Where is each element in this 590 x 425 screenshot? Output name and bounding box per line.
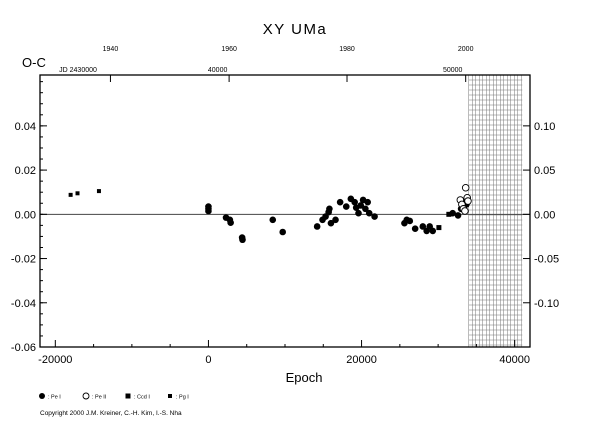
right-tick-label: -0.05 [534, 254, 559, 266]
legend-marker-open-circle [82, 392, 90, 400]
axis-tick-labels: -20000 0 20000 40000 -0.06 -0.04 -0.02 0.00 0.02… [11, 46, 559, 366]
y-tick-label: -0.04 [11, 298, 36, 310]
point-pe-i [355, 209, 362, 217]
y-tick-label: 0.02 [15, 165, 36, 177]
point-ccd-i [446, 211, 452, 217]
right-tick-label: 0.05 [534, 165, 555, 177]
legend: : Pe I : Pe II : Ccd I : Pg I [39, 392, 189, 401]
x-axis-label: Epoch [286, 370, 323, 385]
x-tick-label: 20000 [346, 354, 377, 366]
x-tick-label: -20000 [38, 354, 72, 366]
legend-marker-filled-circle [39, 393, 45, 399]
axis-ticks [40, 75, 530, 348]
point-pe-ii [461, 207, 469, 215]
jd-tick-label: JD 2430000 [59, 67, 97, 74]
point-pe-i [357, 202, 365, 209]
y-axis-label: O-C [22, 55, 46, 70]
legend-label: : Pe II [92, 395, 107, 401]
point-pe-i [411, 225, 419, 232]
point-pe-i [332, 216, 339, 224]
point-pe-i [365, 209, 373, 217]
point-pe-i [454, 212, 462, 219]
point-pe-ii [464, 197, 472, 205]
point-pe-i [419, 223, 427, 230]
year-tick-label: 2000 [458, 46, 474, 53]
point-pe-i [371, 213, 378, 220]
legend-marker-small-square [168, 394, 172, 398]
point-pe-ii [461, 184, 470, 192]
point-pe-i [313, 223, 321, 230]
legend-label: : Ccd I [134, 395, 150, 401]
hatched-region [468, 74, 523, 347]
point-pe-i [351, 198, 358, 206]
point-pe-i [326, 205, 333, 213]
point-pe-i [239, 236, 246, 244]
legend-marker-square [125, 393, 131, 399]
point-pe-i [205, 207, 212, 215]
year-tick-label: 1940 [103, 46, 119, 53]
y-tick-label: 0.00 [15, 209, 36, 221]
point-ccd-i [436, 225, 442, 231]
point-pe-i [429, 227, 437, 235]
point-pe-i [279, 228, 287, 236]
point-pe-i [406, 217, 414, 225]
x-tick-label: 0 [205, 354, 211, 366]
point-pe-i [327, 219, 335, 227]
point-pe-i [336, 198, 344, 206]
point-pg-i [75, 191, 80, 196]
year-tick-label: 1980 [339, 46, 355, 53]
point-pg-i [96, 189, 101, 194]
point-pe-i [342, 203, 350, 210]
year-tick-label: 1960 [221, 46, 237, 53]
y-tick-label: 0.04 [15, 121, 36, 133]
right-tick-label: -0.10 [534, 298, 559, 310]
plot-frame [39, 74, 531, 348]
point-pe-i [364, 198, 371, 206]
point-pe-i [269, 216, 277, 224]
jd-tick-label: 40000 [208, 67, 228, 74]
x-tick-label: 40000 [499, 354, 530, 366]
jd-tick-label: 50000 [443, 67, 463, 74]
point-pe-i [227, 219, 234, 227]
legend-label: : Pe I [48, 395, 61, 401]
chart-title: XY UMa [263, 21, 328, 38]
right-tick-label: 0.00 [534, 209, 555, 221]
right-tick-label: 0.10 [534, 121, 555, 133]
y-tick-label: -0.02 [11, 254, 36, 266]
point-pe-i [362, 205, 369, 213]
point-pg-i [68, 192, 73, 197]
data-points [68, 184, 472, 244]
y-tick-label: -0.06 [11, 342, 36, 354]
copyright-note: Copyright 2000 J.M. Kreiner, C.-H. Kim, … [40, 410, 182, 417]
legend-label: : Pg I [176, 395, 189, 401]
